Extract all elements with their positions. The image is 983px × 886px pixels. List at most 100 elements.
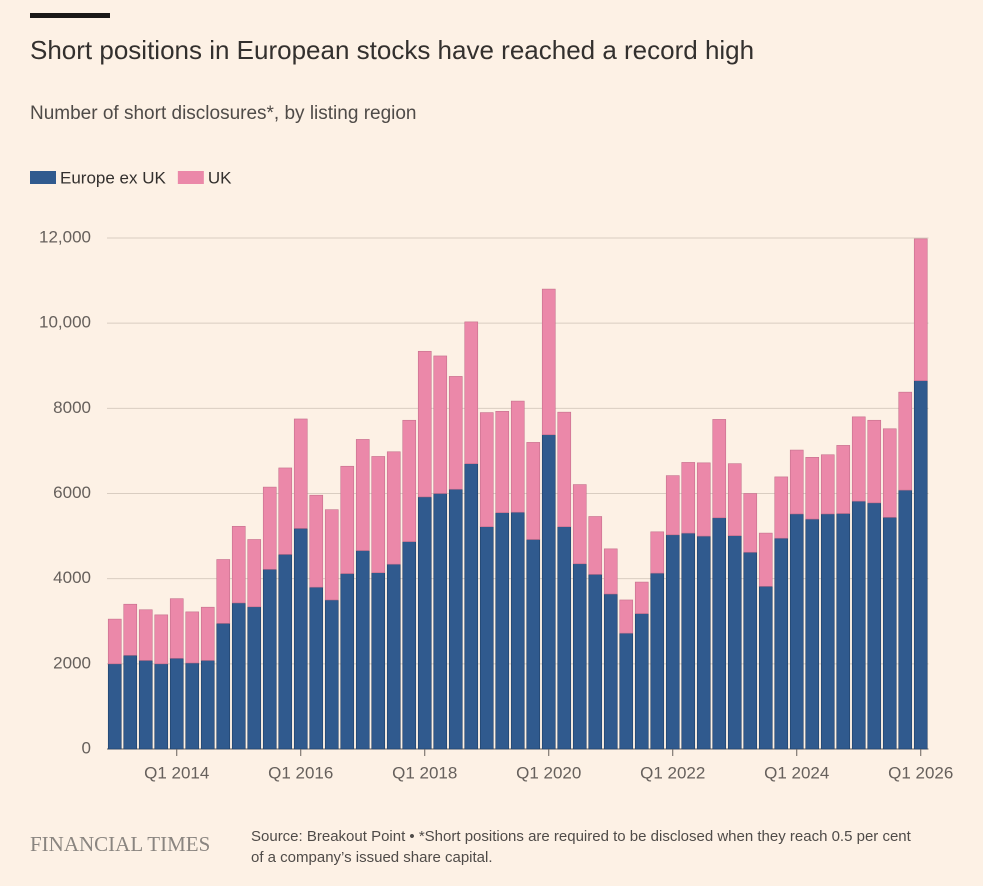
bar-segment xyxy=(851,500,866,750)
bar-segment xyxy=(386,451,401,565)
bar-segment xyxy=(433,355,448,494)
y-tick-label: 12,000 xyxy=(39,227,91,246)
bar-segment xyxy=(898,391,913,491)
y-tick-label: 10,000 xyxy=(39,313,91,332)
bar-segment xyxy=(619,599,634,634)
bar-segment xyxy=(293,418,308,529)
bar-segment xyxy=(355,439,370,551)
bar-segment xyxy=(278,467,293,555)
y-tick-label: 6000 xyxy=(53,483,91,502)
bar-segment xyxy=(386,563,401,750)
bar-segment xyxy=(634,613,649,750)
bar-segment xyxy=(898,489,913,750)
bar-segment xyxy=(696,462,711,537)
bar-segment xyxy=(510,400,525,513)
bar-segment xyxy=(743,493,758,553)
bar-segment xyxy=(851,416,866,502)
x-tick-label: Q1 2020 xyxy=(516,763,581,782)
bar-segment xyxy=(293,528,308,750)
bar-segment xyxy=(231,525,246,604)
bar-segment xyxy=(185,611,200,664)
bar-segment xyxy=(123,603,138,656)
bar-segment xyxy=(402,419,417,542)
legend-swatch xyxy=(177,171,204,184)
bar-segment xyxy=(464,321,479,464)
bar-segment xyxy=(402,541,417,750)
x-tick-label: Q1 2014 xyxy=(144,763,209,782)
bar-segment xyxy=(805,518,820,750)
bar-segment xyxy=(634,581,649,614)
bar-segment xyxy=(712,517,727,750)
bar-segment xyxy=(665,534,680,750)
x-tick-label: Q1 2024 xyxy=(764,763,829,782)
x-tick-label: Q1 2026 xyxy=(888,763,953,782)
bar-segment xyxy=(309,494,324,588)
bar-segment xyxy=(247,539,262,608)
legend-label: UK xyxy=(208,168,232,187)
bar-segment xyxy=(200,660,215,750)
bar-segment xyxy=(619,632,634,750)
source-note: of a company’s issued share capital. xyxy=(251,849,493,866)
bar-segment xyxy=(200,606,215,661)
bar-segment xyxy=(882,517,897,750)
bar-segment xyxy=(836,445,851,514)
bar-segment xyxy=(541,434,556,750)
bar-segment xyxy=(526,539,541,750)
bar-segment xyxy=(479,412,494,528)
bar-segment xyxy=(789,449,804,515)
bar-segment xyxy=(603,548,618,595)
bar-segment xyxy=(448,376,463,490)
bar-segment xyxy=(324,509,339,601)
bar-segment xyxy=(650,531,665,574)
bar-segment xyxy=(820,513,835,750)
bar-segment xyxy=(913,238,928,381)
bar-segment xyxy=(774,476,789,539)
bar-segment xyxy=(743,551,758,750)
chart-title: Short positions in European stocks have … xyxy=(30,35,754,65)
bar-segment xyxy=(107,663,122,750)
bar-segment xyxy=(154,663,169,750)
bar-segment xyxy=(448,488,463,750)
bar-segment xyxy=(820,454,835,515)
bar-segment xyxy=(309,586,324,750)
y-tick-label: 2000 xyxy=(53,653,91,672)
bar-segment xyxy=(138,660,153,750)
bar-segment xyxy=(495,411,510,513)
legend-swatch xyxy=(30,171,56,184)
bar-segment xyxy=(107,618,122,665)
bar-segment xyxy=(123,655,138,750)
bar-segment xyxy=(541,288,556,436)
bar-segment xyxy=(495,512,510,750)
bar-segment xyxy=(526,442,541,540)
bar-segment xyxy=(758,586,773,750)
bar-segment xyxy=(479,526,494,750)
bar-segment xyxy=(557,526,572,750)
bar-segment xyxy=(696,535,711,750)
bar-segment xyxy=(417,496,432,750)
brand: FINANCIAL TIMES xyxy=(30,832,210,856)
bar-segment xyxy=(355,550,370,750)
bar-segment xyxy=(138,609,153,661)
bar-segment xyxy=(712,419,727,519)
bar-segment xyxy=(681,462,696,534)
top-rule xyxy=(30,13,110,18)
bar-segment xyxy=(572,563,587,750)
bar-segment xyxy=(588,574,603,750)
x-tick-label: Q1 2016 xyxy=(268,763,333,782)
bar-segment xyxy=(557,411,572,528)
source-note: Source: Breakout Point • *Short position… xyxy=(251,828,912,845)
bar-segment xyxy=(882,428,897,518)
bar-segment xyxy=(681,532,696,750)
y-tick-label: 4000 xyxy=(53,568,91,587)
bar-segment xyxy=(665,475,680,536)
bar-segment xyxy=(185,662,200,750)
bar-segment xyxy=(417,350,432,498)
bar-segment xyxy=(169,657,184,750)
bar-segment xyxy=(867,502,882,750)
bar-segment xyxy=(433,493,448,750)
bar-segment xyxy=(650,572,665,750)
y-tick-label: 0 xyxy=(82,738,91,757)
x-tick-label: Q1 2018 xyxy=(392,763,457,782)
bar-segment xyxy=(340,465,355,574)
